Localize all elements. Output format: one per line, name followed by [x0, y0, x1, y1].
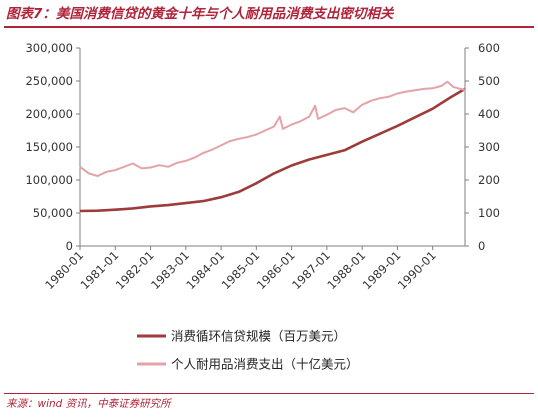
y-right-tick-label: 600 [478, 41, 500, 55]
y-left-tick-label: 250,000 [25, 74, 73, 88]
title-divider [4, 26, 534, 28]
y-left-tick-label: 50,000 [33, 206, 73, 220]
series-layer [79, 80, 466, 213]
legend: 消费循环信贷规模（百万美元） 个人耐用品消费支出（十亿美元） [137, 329, 359, 372]
y-left-tick-label: 100,000 [25, 173, 73, 187]
x-tick-label: 1990-01 [395, 248, 439, 292]
x-tick-layer: 1980-011981-011982-011983-011984-011985-… [42, 246, 439, 292]
y-right-tick-label: 100 [478, 206, 500, 220]
legend-label-credit: 消费循环信贷规模（百万美元） [171, 329, 346, 344]
source-note: 来源：wind 资讯，中泰证券研究所 [6, 398, 171, 410]
legend-label-durables: 个人耐用品消费支出（十亿美元） [171, 357, 359, 372]
y-right-tick-label: 200 [478, 173, 500, 187]
y-right-tick-label: 400 [478, 107, 500, 121]
y-left-tick-label: 0 [66, 239, 73, 253]
series-line-credit [79, 87, 466, 213]
y-right-tick-label: 500 [478, 74, 500, 88]
y-left-tick-label: 150,000 [25, 140, 73, 154]
axes-layer: 0 50,000 100,000 150,000 200,000 250,000 300,0… [25, 41, 500, 253]
y-right-tick-label: 300 [478, 140, 500, 154]
chart-title: 图表7：美国消费信贷的黄金十年与个人耐用品消费支出密切相关 [6, 6, 394, 22]
y-right-tick-label: 0 [478, 239, 485, 253]
series-line-durables [79, 80, 466, 177]
y-left-tick-label: 200,000 [25, 107, 73, 121]
y-left-tick-label: 300,000 [25, 41, 73, 55]
footer-divider [4, 393, 534, 394]
